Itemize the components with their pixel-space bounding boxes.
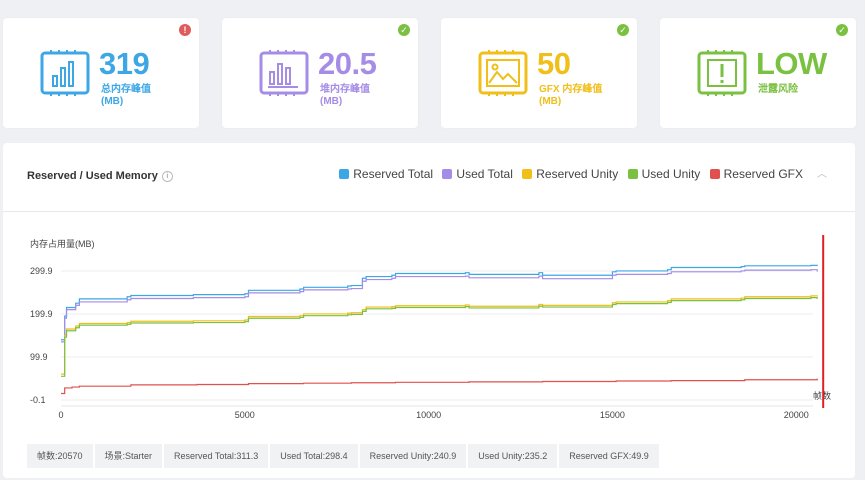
total-memory-peak-label: 总内存峰值 (MB) <box>101 84 151 107</box>
series-line-used-unity <box>61 297 818 377</box>
series-line-reserved-gfx <box>61 378 818 395</box>
y-axis-label: 内存占用量(MB) <box>30 238 95 249</box>
warning-icon <box>697 50 747 96</box>
total-memory-peak-value: 319 <box>99 46 150 81</box>
gfx-memory-peak-value: 50 <box>537 46 571 81</box>
gfx-memory-peak-label: GFX 内存峰值 (MB) <box>539 84 603 107</box>
bar-chart-icon <box>40 50 90 96</box>
y-tick-label: 199.9 <box>30 309 53 319</box>
x-tick-label: 0 <box>58 410 63 420</box>
legend-item-used-unity[interactable]: Used Unity <box>627 167 700 181</box>
check-badge-icon: ✓ <box>836 24 848 36</box>
collapse-chevron-icon[interactable]: ︿ <box>817 169 827 180</box>
heap-memory-peak-card: ✓ 20.5 堆内存峰值 (MB) <box>222 18 418 128</box>
y-tick-label: 99.9 <box>30 352 48 362</box>
total-memory-peak-card: ! 319 总内存峰值 (MB) <box>3 18 199 128</box>
status-used-unity: Used Unity:235.2 <box>468 444 558 468</box>
status-reserved-gfx: Reserved GFX:49.9 <box>559 444 659 468</box>
status-frame: 帧数:20570 <box>27 444 93 468</box>
series-line-used-total <box>61 269 818 343</box>
check-badge-icon: ✓ <box>617 24 629 36</box>
memory-chart-panel: Reserved / Used Memory i Reserved Total U… <box>3 143 855 478</box>
status-bar: 帧数:20570 场景:Starter Reserved Total:311.3 Us… <box>27 444 661 468</box>
x-tick-label: 20000 <box>784 410 809 420</box>
y-tick-label: -0.1 <box>30 395 46 405</box>
status-used-total: Used Total:298.4 <box>270 444 358 468</box>
memory-line-chart: 内存占用量(MB) 帧数 299.9 199.9 99.9 -0.1 0 5000 1000… <box>30 235 831 420</box>
warning-badge-icon: ! <box>179 24 191 36</box>
info-icon[interactable]: i <box>161 171 173 182</box>
heap-memory-peak-value: 20.5 <box>318 46 377 81</box>
x-tick-label: 10000 <box>416 410 441 420</box>
x-tick-label: 15000 <box>600 410 625 420</box>
bar-chart-icon <box>259 50 309 96</box>
series-line-reserved-unity <box>61 295 818 375</box>
leak-risk-label: 泄露风险 <box>758 84 798 95</box>
legend-item-used-total[interactable]: Used Total <box>442 167 513 181</box>
series-line-reserved-total <box>61 264 818 341</box>
status-reserved-unity: Reserved Unity:240.9 <box>359 444 467 468</box>
leak-risk-card: ✓ LOW 泄露风险 <box>660 18 856 128</box>
legend-item-reserved-gfx[interactable]: Reserved GFX <box>709 167 803 181</box>
chart-legend: Reserved Total Used Total Reserved Unity… <box>333 167 803 181</box>
gfx-memory-peak-card: ✓ 50 GFX 内存峰值 (MB) <box>441 18 637 128</box>
legend-item-reserved-total[interactable]: Reserved Total <box>339 167 433 181</box>
y-tick-label: 299.9 <box>30 266 53 276</box>
chart-title: Reserved / Used Memory i <box>27 170 173 182</box>
status-reserved-total: Reserved Total:311.3 <box>164 444 269 468</box>
chart-panel-header: Reserved / Used Memory i Reserved Total U… <box>3 143 855 212</box>
heap-memory-peak-label: 堆内存峰值 (MB) <box>320 84 370 107</box>
x-tick-label: 5000 <box>235 410 255 420</box>
check-badge-icon: ✓ <box>398 24 410 36</box>
leak-risk-value: LOW <box>756 46 827 81</box>
status-scene: 场景:Starter <box>94 444 163 468</box>
image-icon <box>478 50 528 96</box>
x-axis-label: 帧数 <box>813 390 831 401</box>
legend-item-reserved-unity[interactable]: Reserved Unity <box>522 167 618 181</box>
